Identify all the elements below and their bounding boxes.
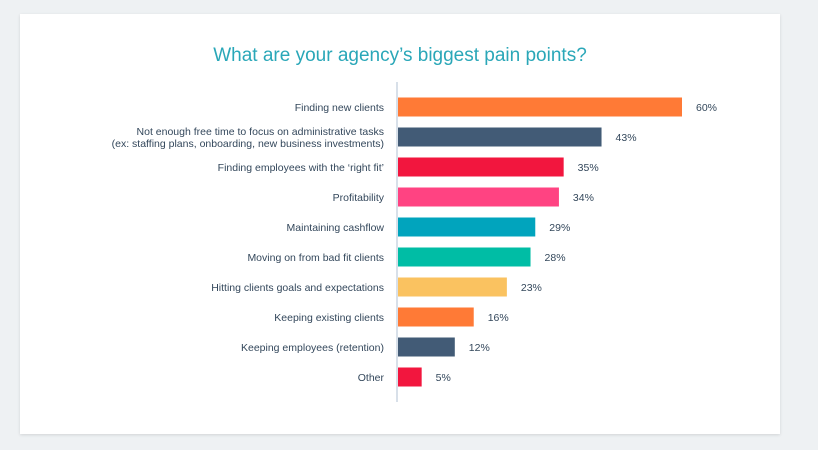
bar [398, 277, 507, 297]
chart-card: What are your agency’s biggest pain poin… [20, 14, 780, 434]
category-label-line: Profitability [333, 192, 385, 204]
category-label: Hitting clients goals and expectations [211, 282, 384, 294]
category-label-line: Moving on from bad fit clients [247, 252, 384, 264]
category-label-line: Maintaining cashflow [287, 222, 385, 234]
bar [398, 127, 602, 147]
category-label-line: Keeping employees (retention) [241, 342, 384, 354]
bar [398, 157, 564, 177]
bar [398, 367, 422, 387]
data-label: 34% [573, 192, 594, 204]
category-label-line: Other [358, 372, 385, 384]
data-label: 5% [436, 372, 451, 384]
data-label: 60% [696, 102, 717, 114]
bar-chart: 60% Finding new clients 43% Not enough free… [112, 82, 717, 402]
data-label: 16% [488, 312, 509, 324]
category-label-line: Not enough free time to focus on adminis… [137, 126, 384, 138]
bar [398, 217, 536, 237]
bar [398, 97, 682, 117]
category-label-line: Finding new clients [295, 102, 384, 114]
category-label-line: Finding employees with the ‘right fit’ [218, 162, 384, 174]
category-label: Moving on from bad fit clients [247, 252, 384, 264]
data-label: 12% [469, 342, 490, 354]
category-label: Not enough free time to focus on adminis… [112, 126, 384, 150]
category-label: Keeping existing clients [274, 312, 384, 324]
data-label: 28% [545, 252, 566, 264]
category-label: Keeping employees (retention) [241, 342, 384, 354]
category-label-line: Hitting clients goals and expectations [211, 282, 384, 294]
chart-title: What are your agency’s biggest pain poin… [213, 45, 587, 66]
category-label-line: Keeping existing clients [274, 312, 384, 324]
category-label: Other [358, 372, 385, 384]
bar [398, 187, 559, 207]
data-label: 23% [521, 282, 542, 294]
bar [398, 247, 531, 267]
category-label: Profitability [333, 192, 385, 204]
category-label: Finding new clients [295, 102, 384, 114]
category-label: Maintaining cashflow [287, 222, 385, 234]
category-label: Finding employees with the ‘right fit’ [218, 162, 384, 174]
bar [398, 337, 455, 357]
data-label: 35% [578, 162, 599, 174]
category-label-line: (ex: staffing plans, onboarding, new bus… [112, 138, 384, 150]
data-label: 29% [549, 222, 570, 234]
data-label: 43% [616, 132, 637, 144]
bar [398, 307, 474, 327]
